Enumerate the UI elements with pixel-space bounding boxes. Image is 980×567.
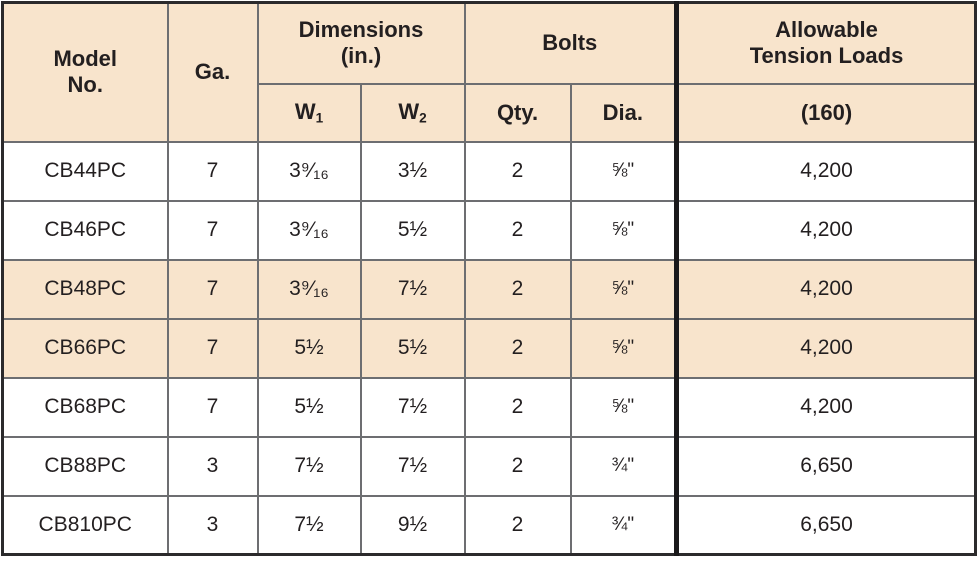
header-ga-label: Ga. [194, 59, 231, 85]
cell-model: CB66PC [1, 317, 169, 379]
cell-w1: 5½ [256, 376, 362, 438]
table-row: CB810PC 3 7½ 9½ 2 ¾" 6,650 [1, 494, 977, 556]
header-qty: Qty. [463, 82, 572, 143]
table-header: Model No. Ga. Dimensions (in.) Bolts All… [1, 1, 977, 143]
header-qty-label: Qty. [496, 99, 539, 125]
header-w1-subscript: 1 [315, 110, 324, 126]
header-load-rating-label: (160) [800, 99, 853, 125]
cell-w2: 9½ [359, 494, 466, 556]
cell-ga: 3 [166, 494, 259, 556]
cell-model: CB46PC [1, 199, 169, 261]
header-w1: W1 [256, 82, 362, 143]
header-dimensions: Dimensions (in.) [256, 1, 466, 85]
spec-table-wrap: Model No. Ga. Dimensions (in.) Bolts All… [1, 1, 978, 556]
table-body: CB44PC 7 3⁹⁄₁₆ 3½ 2 ⅝" 4,200 CB46PC 7 3⁹… [1, 140, 977, 556]
cell-w2: 7½ [359, 435, 466, 497]
cell-w1: 3⁹⁄₁₆ [256, 199, 362, 261]
header-bolts-label: Bolts [542, 30, 598, 56]
cell-qty: 2 [463, 258, 572, 320]
cell-dia: ¾" [569, 435, 678, 497]
cell-w2: 3½ [359, 140, 466, 202]
cell-ga: 3 [166, 435, 259, 497]
cell-w1: 5½ [256, 317, 362, 379]
cell-load: 4,200 [674, 376, 977, 438]
cell-ga: 7 [166, 199, 259, 261]
header-load-rating-160: (160) [674, 82, 977, 143]
cell-dia: ⅝" [569, 258, 678, 320]
header-row-2: W1 W2 Qty. Dia. (160) [3, 82, 977, 143]
cell-dia: ⅝" [569, 199, 678, 261]
table-row: CB48PC 7 3⁹⁄₁₆ 7½ 2 ⅝" 4,200 [1, 258, 977, 320]
header-row-1: Model No. Ga. Dimensions (in.) Bolts All… [1, 1, 977, 143]
cell-load: 6,650 [674, 494, 977, 556]
header-bolts: Bolts [463, 1, 678, 85]
cell-dia: ⅝" [569, 317, 678, 379]
header-w2: W2 [359, 82, 466, 143]
header-dimensions-label: Dimensions (in.) [298, 17, 424, 69]
header-w2-subscript: 2 [419, 110, 427, 126]
table-row: CB88PC 3 7½ 7½ 2 ¾" 6,650 [1, 435, 977, 497]
cell-dia: ⅝" [569, 376, 678, 438]
header-w1-base: W [294, 98, 316, 124]
cell-w2: 5½ [359, 317, 466, 379]
cell-w1: 3⁹⁄₁₆ [256, 140, 362, 202]
cell-model: CB88PC [1, 435, 169, 497]
cell-dia: ¾" [569, 494, 678, 556]
cell-model: CB68PC [1, 376, 169, 438]
cell-load: 6,650 [674, 435, 977, 497]
cell-qty: 2 [463, 317, 572, 379]
table-row: CB66PC 7 5½ 5½ 2 ⅝" 4,200 [1, 317, 977, 379]
table-row: CB46PC 7 3⁹⁄₁₆ 5½ 2 ⅝" 4,200 [1, 199, 977, 261]
cell-load: 4,200 [674, 140, 977, 202]
header-w2-base: W [398, 98, 420, 124]
header-dia-label: Dia. [602, 99, 643, 125]
cell-w1: 3⁹⁄₁₆ [256, 258, 362, 320]
cell-qty: 2 [463, 376, 572, 438]
cell-w2: 5½ [359, 199, 466, 261]
cell-model: CB810PC [1, 494, 169, 556]
cell-load: 4,200 [674, 199, 977, 261]
cell-w1: 7½ [256, 435, 362, 497]
header-model-no: Model No. [1, 1, 169, 143]
column-base-spec-table: Model No. Ga. Dimensions (in.) Bolts All… [1, 1, 978, 556]
header-ga: Ga. [166, 1, 259, 143]
table-row: CB44PC 7 3⁹⁄₁₆ 3½ 2 ⅝" 4,200 [1, 140, 977, 202]
cell-qty: 2 [463, 494, 572, 556]
header-model-no-label: Model No. [53, 46, 118, 98]
table-row: CB68PC 7 5½ 7½ 2 ⅝" 4,200 [1, 376, 977, 438]
cell-ga: 7 [166, 140, 259, 202]
cell-ga: 7 [166, 317, 259, 379]
cell-load: 4,200 [674, 317, 977, 379]
header-dia: Dia. [569, 82, 678, 143]
cell-ga: 7 [166, 376, 259, 438]
cell-qty: 2 [463, 435, 572, 497]
cell-dia: ⅝" [569, 140, 678, 202]
cell-w1: 7½ [256, 494, 362, 556]
cell-qty: 2 [463, 140, 572, 202]
cell-model: CB48PC [1, 258, 169, 320]
cell-w2: 7½ [359, 258, 466, 320]
header-allowable-label: Allowable Tension Loads [749, 17, 904, 69]
cell-model: CB44PC [1, 140, 169, 202]
cell-ga: 7 [166, 258, 259, 320]
cell-w2: 7½ [359, 376, 466, 438]
cell-load: 4,200 [674, 258, 977, 320]
cell-qty: 2 [463, 199, 572, 261]
header-allowable-tension-loads: Allowable Tension Loads [674, 1, 977, 85]
